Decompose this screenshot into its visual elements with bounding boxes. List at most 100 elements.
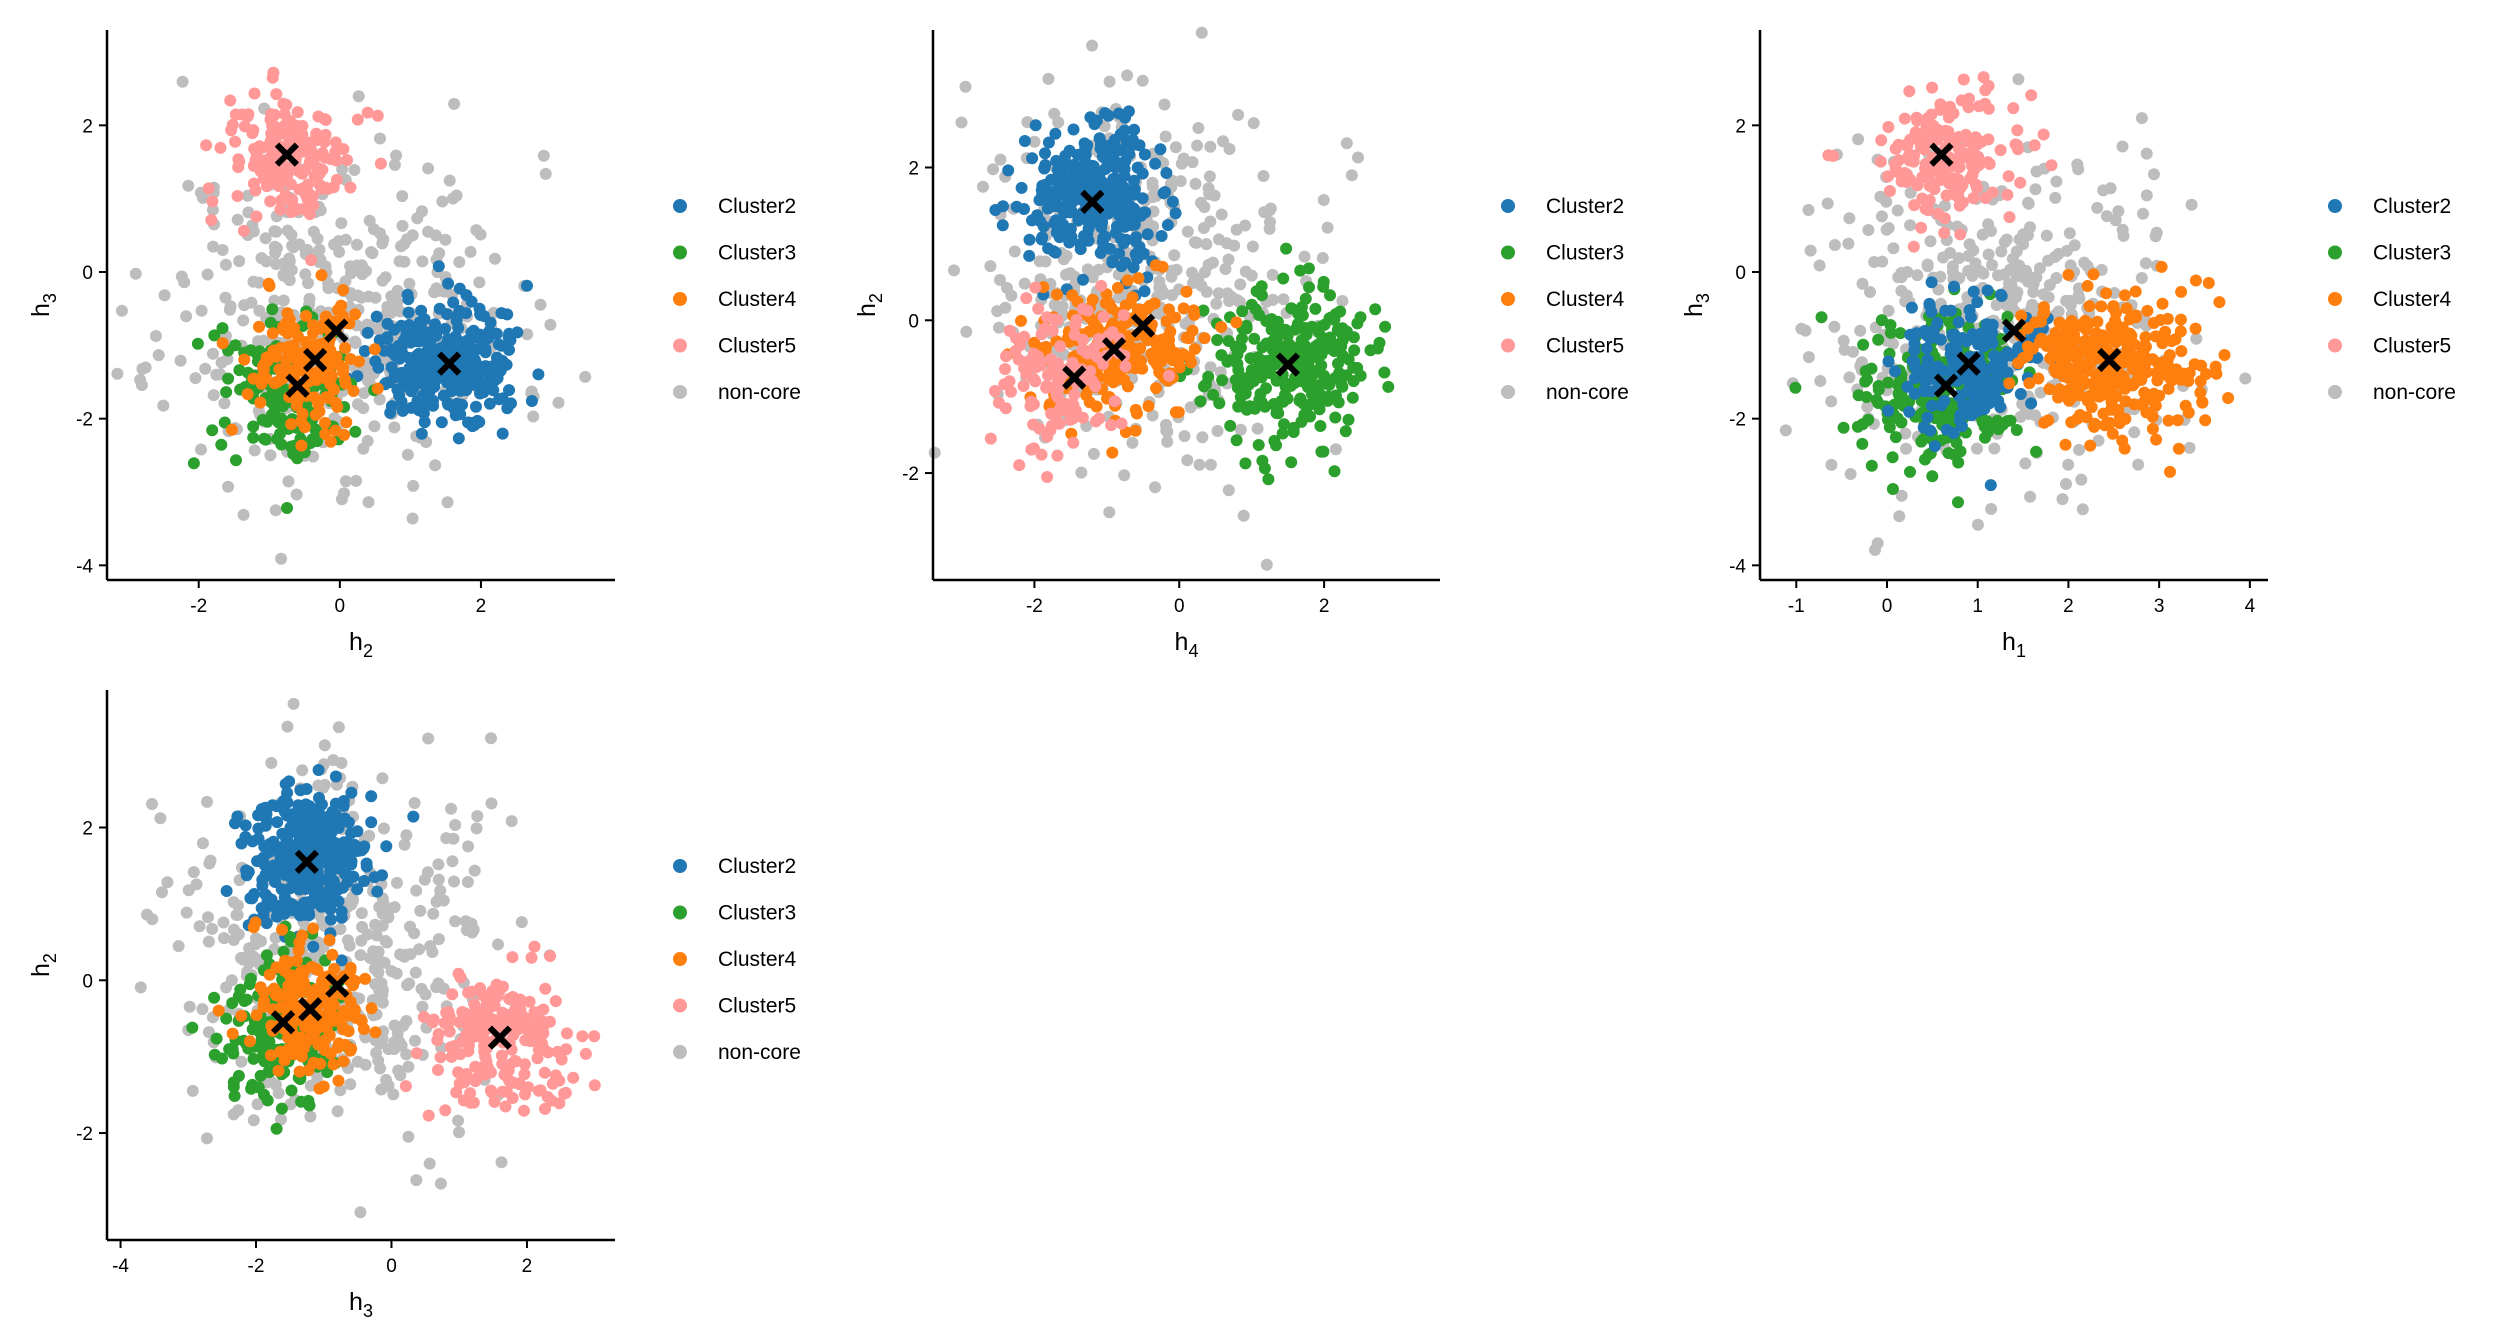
point-cluster4 xyxy=(2162,382,2175,395)
point-non-core xyxy=(441,496,454,509)
point-cluster2 xyxy=(403,334,416,347)
point-cluster3 xyxy=(247,1052,260,1065)
point-non-core xyxy=(1178,430,1191,443)
point-non-core xyxy=(2116,223,2129,236)
point-cluster2 xyxy=(1972,338,1985,351)
point-cluster5 xyxy=(284,178,297,191)
point-non-core xyxy=(268,225,281,238)
point-cluster2 xyxy=(300,873,313,885)
point-cluster3 xyxy=(1194,395,1207,408)
point-cluster4 xyxy=(1015,314,1027,327)
point-cluster2 xyxy=(262,838,275,851)
point-non-core xyxy=(1086,39,1099,52)
point-non-core xyxy=(352,90,365,103)
point-cluster5 xyxy=(1977,71,1990,84)
point-cluster3 xyxy=(1280,242,1293,255)
point-non-core xyxy=(468,864,481,877)
point-non-core xyxy=(285,264,298,276)
point-cluster5 xyxy=(1000,350,1012,363)
point-cluster5 xyxy=(1068,328,1081,341)
point-cluster2 xyxy=(1141,228,1154,241)
point-cluster2 xyxy=(393,352,406,365)
point-non-core xyxy=(146,913,159,926)
point-cluster4 xyxy=(2202,277,2215,289)
point-cluster2 xyxy=(1971,296,1984,309)
point-cluster4 xyxy=(296,407,309,420)
point-cluster5 xyxy=(1013,459,1026,472)
point-non-core xyxy=(149,330,162,342)
point-cluster2 xyxy=(1138,148,1151,161)
point-non-core xyxy=(238,299,251,312)
legend-label: Cluster5 xyxy=(2373,335,2451,358)
point-cluster2 xyxy=(1057,218,1069,231)
point-cluster5 xyxy=(266,71,279,84)
point-non-core xyxy=(1223,143,1236,155)
point-cluster4 xyxy=(1086,293,1099,306)
point-cluster3 xyxy=(1979,431,1991,444)
point-cluster4 xyxy=(309,408,322,421)
point-non-core xyxy=(1861,400,1874,413)
point-non-core xyxy=(433,892,446,905)
point-cluster3 xyxy=(1255,280,1268,293)
point-non-core xyxy=(250,932,262,945)
point-cluster4 xyxy=(2199,414,2212,427)
point-cluster2 xyxy=(276,842,289,854)
point-cluster2 xyxy=(255,902,268,915)
point-non-core xyxy=(227,896,240,909)
point-cluster4 xyxy=(319,416,331,429)
point-non-core xyxy=(2073,292,2086,305)
point-non-core xyxy=(404,920,416,933)
point-cluster2 xyxy=(420,351,433,363)
legend-swatch xyxy=(673,292,687,306)
point-cluster3 xyxy=(206,424,219,437)
point-non-core xyxy=(1103,506,1116,519)
point-non-core xyxy=(527,410,540,423)
y-tick-label: 2 xyxy=(908,159,919,180)
point-cluster2 xyxy=(360,860,373,873)
point-cluster2 xyxy=(312,764,325,776)
scatter-panel-2: -2 0 2-202h4h2Cluster2Cluster3Cluster4Clus… xyxy=(853,26,1629,661)
y-tick-label: 2 xyxy=(1735,116,1746,137)
point-cluster2 xyxy=(1104,139,1117,152)
point-non-core xyxy=(1126,436,1139,449)
point-cluster2 xyxy=(1938,394,1951,407)
point-cluster5 xyxy=(229,135,242,148)
point-non-core xyxy=(376,919,389,932)
point-non-core xyxy=(2128,426,2141,439)
point-non-core xyxy=(1804,244,1817,257)
point-cluster3 xyxy=(1886,451,1899,464)
point-cluster4 xyxy=(2129,285,2142,298)
point-cluster4 xyxy=(2110,307,2122,319)
point-cluster3 xyxy=(261,1094,274,1107)
point-non-core xyxy=(376,274,389,287)
point-cluster5 xyxy=(1938,227,1951,239)
point-non-core xyxy=(1260,558,1273,571)
point-non-core xyxy=(1075,466,1088,479)
point-cluster5 xyxy=(1088,378,1101,391)
points-layer xyxy=(1779,71,2252,556)
point-cluster4 xyxy=(2088,417,2101,430)
point-non-core xyxy=(2183,441,2196,454)
point-non-core xyxy=(374,227,386,240)
point-cluster2 xyxy=(1055,167,1068,180)
point-cluster2 xyxy=(1948,280,1960,293)
point-cluster4 xyxy=(1137,305,1150,317)
point-non-core xyxy=(134,373,147,386)
point-cluster5 xyxy=(1027,442,1040,455)
point-cluster2 xyxy=(1981,284,1994,297)
point-non-core xyxy=(218,397,231,410)
point-cluster3 xyxy=(1236,305,1249,318)
point-cluster3 xyxy=(1382,380,1395,393)
point-cluster4 xyxy=(2156,297,2169,310)
point-cluster5 xyxy=(1033,422,1046,435)
point-non-core xyxy=(544,318,557,331)
centroid-marker xyxy=(303,347,328,373)
point-cluster2 xyxy=(1064,178,1077,191)
point-non-core xyxy=(201,268,214,281)
point-cluster2 xyxy=(477,310,490,322)
point-cluster5 xyxy=(1982,79,1995,92)
point-non-core xyxy=(2137,207,2149,220)
point-cluster4 xyxy=(1106,446,1119,459)
point-cluster5 xyxy=(1035,357,1048,370)
point-cluster3 xyxy=(254,1069,267,1082)
